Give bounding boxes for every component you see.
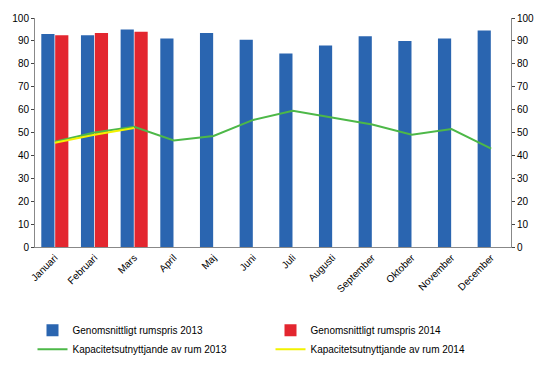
svg-text:30: 30	[18, 173, 30, 184]
svg-text:30: 30	[517, 173, 529, 184]
svg-text:90: 90	[18, 35, 30, 46]
svg-text:90: 90	[517, 35, 529, 46]
svg-text:40: 40	[18, 150, 30, 161]
svg-text:Februari: Februari	[65, 252, 99, 286]
svg-text:20: 20	[517, 196, 529, 207]
svg-text:November: November	[416, 252, 457, 293]
svg-text:10: 10	[517, 219, 529, 230]
svg-text:0: 0	[517, 242, 523, 253]
svg-text:December: December	[456, 252, 497, 293]
svg-text:80: 80	[18, 58, 30, 69]
svg-text:Mars: Mars	[116, 252, 140, 276]
svg-text:April: April	[157, 252, 179, 274]
svg-text:Kapacitetsutnyttjande av rum 2: Kapacitetsutnyttjande av rum 2013	[73, 344, 227, 355]
svg-text:70: 70	[517, 81, 529, 92]
svg-text:Genomsnittligt rumspris 2013: Genomsnittligt rumspris 2013	[73, 325, 203, 336]
svg-text:100: 100	[12, 13, 29, 24]
svg-text:Genomsnittligt rumspris 2014: Genomsnittligt rumspris 2014	[311, 325, 441, 336]
svg-text:Maj: Maj	[199, 252, 218, 271]
svg-text:70: 70	[18, 81, 30, 92]
svg-text:20: 20	[18, 196, 30, 207]
svg-text:Januari: Januari	[29, 252, 60, 283]
svg-text:50: 50	[18, 127, 30, 138]
svg-text:Oktober: Oktober	[384, 252, 417, 285]
svg-text:September: September	[335, 252, 378, 295]
svg-text:Juni: Juni	[237, 252, 258, 273]
svg-text:0: 0	[23, 242, 29, 253]
svg-text:50: 50	[517, 127, 529, 138]
svg-text:80: 80	[517, 58, 529, 69]
svg-text:Kapacitetsutnyttjande av rum 2: Kapacitetsutnyttjande av rum 2014	[311, 344, 465, 355]
svg-text:Augusti: Augusti	[306, 252, 337, 283]
svg-text:60: 60	[18, 104, 30, 115]
svg-text:100: 100	[517, 13, 534, 24]
svg-text:40: 40	[517, 150, 529, 161]
svg-text:10: 10	[18, 219, 30, 230]
svg-text:60: 60	[517, 104, 529, 115]
svg-text:Juli: Juli	[279, 252, 297, 270]
